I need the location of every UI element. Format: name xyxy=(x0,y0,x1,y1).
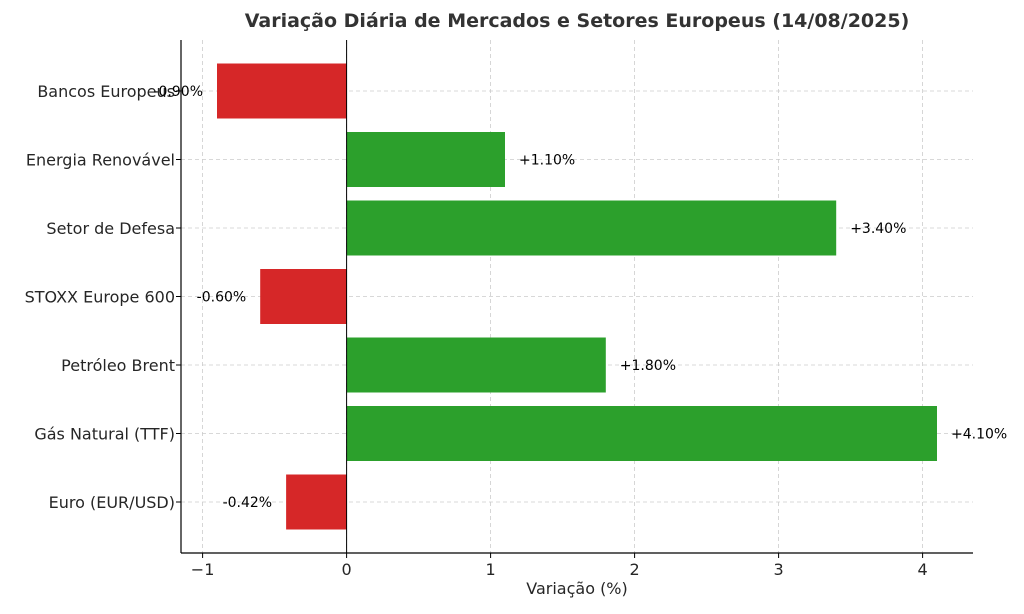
data-label: +1.10% xyxy=(519,153,575,169)
category-label: Energia Renovável xyxy=(26,151,175,170)
category-label: Euro (EUR/USD) xyxy=(49,493,175,512)
axis-layer xyxy=(176,40,973,558)
data-label: -0.60% xyxy=(197,290,247,306)
data-label: -0.90% xyxy=(153,84,203,100)
data-label: +4.10% xyxy=(951,427,1007,443)
x-tick-label: 2 xyxy=(630,560,640,579)
data-label: +3.40% xyxy=(850,221,906,237)
bar xyxy=(346,406,938,461)
category-label: STOXX Europe 600 xyxy=(25,288,175,307)
data-label: +1.80% xyxy=(620,358,676,374)
bar xyxy=(346,132,505,187)
x-tick-label: −1 xyxy=(191,560,215,579)
category-label: Gás Natural (TTF) xyxy=(34,425,175,444)
x-tick-label: 1 xyxy=(486,560,496,579)
x-axis-title: Variação (%) xyxy=(526,579,628,598)
category-label: Bancos Europeus xyxy=(37,82,175,101)
chart-title: Variação Diária de Mercados e Setores Eu… xyxy=(244,10,910,32)
bar xyxy=(346,200,837,256)
bar xyxy=(260,269,347,324)
x-tick-label: 3 xyxy=(774,560,784,579)
category-label: Setor de Defesa xyxy=(46,219,175,238)
label-layer: −1 0 1 2 3 4 Bancos Europeus Energia Renovável S… xyxy=(25,82,1008,579)
bar-layer xyxy=(217,63,938,530)
x-tick-label: 0 xyxy=(342,560,352,579)
category-label: Petróleo Brent xyxy=(61,356,175,375)
x-tick-label: 4 xyxy=(918,560,928,579)
bar xyxy=(346,337,606,393)
bar xyxy=(217,63,347,119)
data-label: -0.42% xyxy=(223,495,273,511)
bar xyxy=(286,474,347,530)
